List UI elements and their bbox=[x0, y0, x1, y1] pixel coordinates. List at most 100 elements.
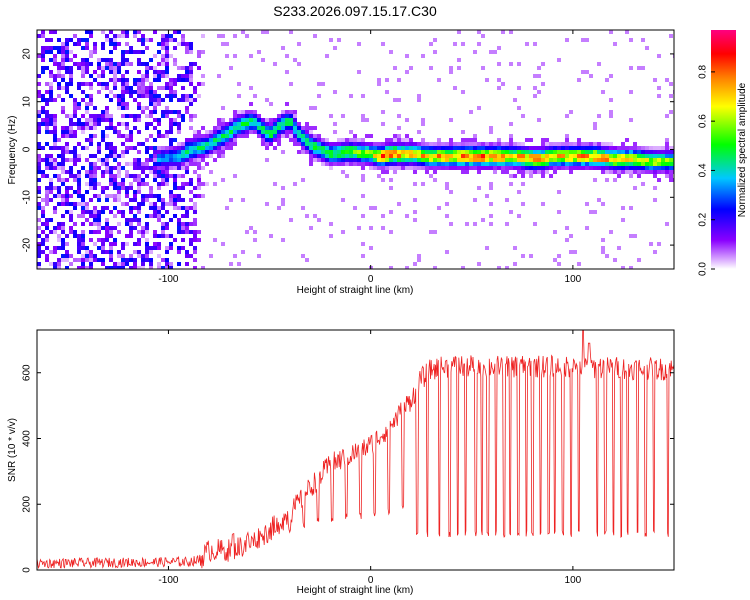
spectrogram-cell bbox=[597, 198, 601, 202]
spectrogram-cell bbox=[565, 162, 569, 166]
spectrogram-cell bbox=[41, 158, 45, 162]
spectrogram-cell bbox=[161, 230, 165, 234]
spectrogram-cell bbox=[185, 162, 189, 166]
spectrogram-cell bbox=[109, 42, 113, 46]
spectrogram-cell bbox=[113, 146, 117, 150]
spectrogram-cell bbox=[657, 166, 661, 170]
spectrogram-cell bbox=[113, 126, 117, 130]
spectrogram-cell bbox=[657, 94, 661, 98]
spectrogram-cell bbox=[257, 114, 261, 118]
spectrogram-cell bbox=[169, 266, 173, 269]
spectrogram-cell bbox=[589, 162, 593, 166]
spectrogram-cell bbox=[601, 142, 605, 146]
spectrogram-cell bbox=[373, 142, 377, 146]
spectrogram-cell bbox=[117, 70, 121, 74]
spectrogram-cell bbox=[397, 202, 401, 206]
spectrogram-cell bbox=[653, 150, 657, 154]
spectrogram-cell bbox=[433, 266, 437, 269]
spectrogram-cell bbox=[377, 162, 381, 166]
spectrogram-cell bbox=[233, 34, 237, 38]
spectrogram-cell bbox=[93, 154, 97, 158]
spectrogram-cell bbox=[73, 114, 77, 118]
spectrogram-cell bbox=[609, 98, 613, 102]
spectrogram-cell bbox=[169, 54, 173, 58]
spectrogram-cell bbox=[57, 94, 61, 98]
spectrogram-cell bbox=[129, 162, 133, 166]
spectrogram-cell bbox=[105, 114, 109, 118]
spectrogram-cell bbox=[469, 158, 473, 162]
spectrogram-cell bbox=[493, 142, 497, 146]
spectrogram-cell bbox=[437, 138, 441, 142]
spectrogram-cell bbox=[637, 162, 641, 166]
colorbar-tick-label: 0.2 bbox=[698, 212, 709, 226]
spectrogram-cell bbox=[361, 174, 365, 178]
spectrogram-cell bbox=[237, 122, 241, 126]
spectrogram-cell bbox=[397, 162, 401, 166]
spectrogram-cell bbox=[245, 126, 249, 130]
spectrogram-cell bbox=[57, 238, 61, 242]
spectrogram-cell bbox=[501, 154, 505, 158]
spectrogram-cell bbox=[629, 150, 633, 154]
spectrogram-cell bbox=[629, 266, 633, 269]
spectrogram-cell bbox=[229, 122, 233, 126]
spectrogram-cell bbox=[565, 158, 569, 162]
spectrogram-cell bbox=[121, 74, 125, 78]
spectrogram-cell bbox=[149, 98, 153, 102]
spectrogram-cell bbox=[85, 46, 89, 50]
spectrogram-cell bbox=[297, 126, 301, 130]
spectrogram-cell bbox=[37, 142, 41, 146]
spectrogram-cell bbox=[505, 222, 509, 226]
spectrogram-cell bbox=[241, 118, 245, 122]
spectrogram-cell bbox=[141, 162, 145, 166]
spectrogram-cell bbox=[517, 150, 521, 154]
spectrogram-cell bbox=[193, 210, 197, 214]
spectrogram-cell bbox=[173, 82, 177, 86]
spectrogram-cell bbox=[249, 126, 253, 130]
spectrogram-cell bbox=[213, 138, 217, 142]
spectrogram-xtick-label: -100 bbox=[158, 274, 178, 285]
spectrogram-cell bbox=[117, 130, 121, 134]
spectrogram-cell bbox=[89, 118, 93, 122]
spectrogram-cell bbox=[193, 162, 197, 166]
spectrogram-cell bbox=[513, 146, 517, 150]
spectrogram-cell bbox=[41, 118, 45, 122]
spectrogram-cell bbox=[177, 162, 181, 166]
spectrogram-cell bbox=[85, 254, 89, 258]
spectrogram-cells bbox=[37, 30, 674, 269]
spectrogram-cell bbox=[285, 134, 289, 138]
spectrogram-cell bbox=[141, 74, 145, 78]
spectrogram-cell bbox=[85, 174, 89, 178]
spectrogram-cell bbox=[161, 182, 165, 186]
spectrogram-cell bbox=[517, 190, 521, 194]
spectrogram-cell bbox=[209, 134, 213, 138]
spectrogram-cell bbox=[281, 186, 285, 190]
spectrogram-cell bbox=[425, 150, 429, 154]
spectrogram-cell bbox=[193, 266, 197, 269]
spectrogram-cell bbox=[445, 186, 449, 190]
spectrogram-cell bbox=[645, 46, 649, 50]
spectrogram-cell bbox=[529, 150, 533, 154]
spectrogram-cell bbox=[605, 142, 609, 146]
spectrogram-cell bbox=[157, 214, 161, 218]
spectrogram-cell bbox=[121, 258, 125, 262]
spectrogram-cell bbox=[177, 150, 181, 154]
spectrogram-cell bbox=[53, 146, 57, 150]
spectrogram-cell bbox=[349, 142, 353, 146]
spectrogram-cell bbox=[61, 62, 65, 66]
spectrogram-cell bbox=[393, 66, 397, 70]
spectrogram-cell bbox=[457, 58, 461, 62]
spectrogram-cell bbox=[61, 254, 65, 258]
spectrogram-cell bbox=[409, 138, 413, 142]
spectrogram-cell bbox=[473, 166, 477, 170]
spectrogram-cell bbox=[477, 42, 481, 46]
spectrogram-cell bbox=[133, 194, 137, 198]
spectrogram-cell bbox=[269, 118, 273, 122]
spectrogram-cell bbox=[517, 86, 521, 90]
spectrogram-cell bbox=[325, 138, 329, 142]
spectrogram-cell bbox=[509, 154, 513, 158]
spectrogram-cell bbox=[417, 166, 421, 170]
spectrogram-cell bbox=[313, 126, 317, 130]
spectrogram-cell bbox=[81, 210, 85, 214]
spectrogram-cell bbox=[113, 74, 117, 78]
spectrogram-cell bbox=[245, 230, 249, 234]
